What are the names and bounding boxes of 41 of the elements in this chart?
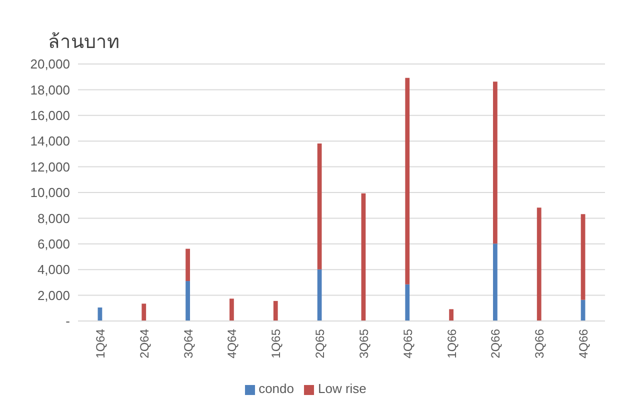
y-tick-label: 14,000 [30,134,70,149]
bar [493,244,498,321]
legend-label: Low rise [318,381,366,396]
x-tick-label: 1Q65 [269,328,284,358]
y-tick-label: 8,000 [37,210,70,226]
bar [317,269,322,321]
x-tick-label: 4Q64 [225,328,240,358]
y-tick-label: 18,000 [30,82,70,98]
bar [361,193,366,321]
y-tick-label: 4,000 [37,262,70,278]
bar [317,144,322,270]
x-tick-label: 1Q66 [444,328,459,358]
y-tick-label: 16,000 [30,108,70,124]
y-tick-label: 6,000 [37,236,70,252]
bar [230,298,234,321]
x-tick-label: 3Q64 [181,328,196,358]
x-tick-label: 2Q64 [137,328,152,358]
bar [273,300,278,321]
y-tick-label: 20,000 [30,56,70,72]
bar [580,214,586,300]
x-tick-label: 2Q66 [488,328,503,358]
x-tick-label: 4Q66 [576,328,591,358]
x-tick-label: 3Q65 [356,328,371,358]
bar [186,281,190,321]
legend-label: condo [258,381,294,396]
bar [405,284,410,321]
bar [405,78,410,284]
y-tick-label: 2,000 [37,288,70,303]
bar [186,248,190,282]
y-tick-label: 12,000 [30,159,70,174]
x-tick-label: 2Q65 [313,328,328,358]
y-axis-title: ล้านบาท [48,31,120,55]
y-tick-label: 10,000 [30,185,70,200]
x-tick-label: 1Q64 [93,328,108,358]
x-tick-label: 3Q66 [532,328,547,358]
bar [536,208,542,321]
bar [449,309,454,321]
bar [493,82,498,244]
y-tick-label: - [66,314,70,329]
x-tick-label: 4Q65 [400,328,415,358]
bar [142,304,146,321]
